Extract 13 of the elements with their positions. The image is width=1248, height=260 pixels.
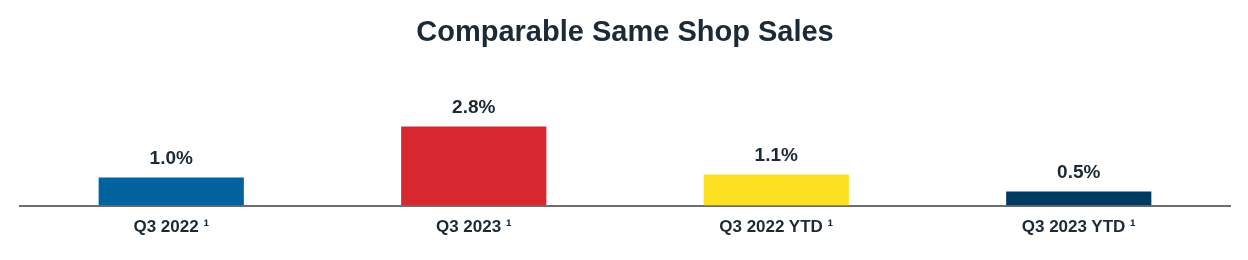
bar [703, 174, 849, 206]
bar [1006, 191, 1152, 206]
data-label: 2.8% [452, 96, 496, 118]
bar [98, 177, 244, 206]
chart-title: Comparable Same Shop Sales [416, 15, 834, 48]
data-label: 0.5% [1057, 161, 1101, 183]
data-label: 1.0% [149, 147, 194, 169]
bar [401, 126, 547, 206]
x-tick-label: Q3 2022 ¹ [133, 217, 210, 237]
x-tick-label: Q3 2022 YTD ¹ [719, 217, 834, 237]
x-tick-label: Q3 2023 YTD ¹ [1021, 217, 1137, 237]
data-label: 1.1% [754, 144, 799, 166]
x-tick-label: Q3 2023 ¹ [435, 217, 512, 237]
